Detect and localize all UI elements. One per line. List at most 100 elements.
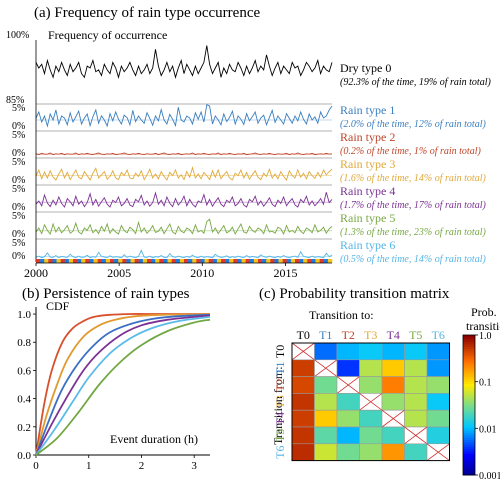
panel-b-y-tick-label: 0.8 <box>17 337 31 349</box>
matrix-cell <box>381 359 405 377</box>
series-line-0 <box>35 45 333 79</box>
col-label-T3: T3 <box>364 328 377 342</box>
matrix-cell <box>426 376 450 394</box>
colorbar-segment <box>463 379 475 383</box>
colorbar-segment <box>463 349 475 352</box>
cdf-curve-3 <box>35 314 211 456</box>
colorbar-segment <box>463 393 475 397</box>
colorbar-segment <box>463 423 475 427</box>
diagonal-cross <box>291 342 315 361</box>
season-bar-segment <box>85 259 90 263</box>
season-bar-segment <box>258 259 263 263</box>
matrix-cell <box>336 359 360 377</box>
colorbar-segment <box>463 468 475 471</box>
panel-a-tick-label: 0% <box>12 148 25 159</box>
season-bar-segment <box>60 259 66 263</box>
season-bar-segment <box>311 259 316 263</box>
colorbar-segment <box>463 416 475 420</box>
colorbar-segment <box>463 405 475 408</box>
matrix-cell <box>336 409 360 428</box>
colorbar-segment <box>463 470 475 474</box>
cdf-curve-0 <box>35 313 210 456</box>
matrix-cell <box>381 443 405 461</box>
season-bar-segment <box>266 259 271 263</box>
series-note-1: (2.0% of the time, 12% of rain total) <box>340 119 486 130</box>
season-bar-segment <box>130 259 135 263</box>
row-label-T1: T1 <box>273 362 287 375</box>
colorbar-segment <box>463 442 475 446</box>
season-bar-segment <box>89 259 94 263</box>
season-bar-segment <box>319 259 325 263</box>
season-bar-segment <box>303 259 308 263</box>
matrix-frame <box>291 342 450 462</box>
season-bar-segment <box>233 259 238 263</box>
panel-b-y-tick-label: 0.2 <box>17 422 31 434</box>
panel-c-col-header: Transition to: <box>309 308 374 322</box>
matrix-cell <box>359 342 383 361</box>
colorbar-label: Prob. <box>471 305 497 319</box>
season-bar-segment <box>307 259 312 263</box>
season-bar-segment <box>295 259 300 263</box>
panel-a-tick-label: 0% <box>12 251 25 262</box>
season-bar-segment <box>167 259 172 263</box>
matrix-cell <box>426 359 450 377</box>
matrix-cell <box>404 409 428 428</box>
matrix-cell <box>426 342 450 361</box>
panel-a-x-tick-label: 2005 <box>107 266 131 280</box>
matrix-cell <box>336 426 360 445</box>
panel-b-y-tick-label: 0.0 <box>17 450 31 462</box>
colorbar-segment <box>463 435 475 439</box>
season-bar-segment <box>262 259 267 263</box>
colorbar-segment <box>463 412 475 415</box>
panel-a-tick-label: 100% <box>6 30 29 41</box>
colorbar-segment <box>463 437 475 441</box>
season-bar-segment <box>200 259 205 263</box>
season-bar-segment <box>204 259 209 263</box>
series-name-5: Rain type 5 <box>340 211 395 225</box>
season-bar-segment <box>56 259 61 263</box>
panel-a-tick-label: 0% <box>12 121 25 132</box>
colorbar-tick-label: 0.001 <box>479 471 500 482</box>
colorbar-tick-label: 0.1 <box>479 378 492 389</box>
season-bar-segment <box>286 259 292 263</box>
season-bar-segment <box>216 259 222 263</box>
series-note-6: (0.5% of the time, 14% of rain total) <box>340 254 486 265</box>
matrix-cell <box>381 342 405 361</box>
matrix-cell <box>426 426 450 445</box>
colorbar-segment <box>463 472 475 476</box>
colorbar-segment <box>463 444 475 448</box>
season-bar-segment <box>40 259 45 263</box>
series-name-1: Rain type 1 <box>340 103 395 117</box>
panel-a-tick-label: 0% <box>12 202 25 213</box>
colorbar-segment <box>463 384 475 387</box>
colorbar-segment <box>463 451 475 455</box>
colorbar-segment <box>463 342 475 345</box>
season-bar-segment <box>171 259 177 263</box>
colorbar-segment <box>463 377 475 380</box>
panel-b-ylabel: CDF <box>46 299 70 313</box>
colorbar-segment <box>463 398 475 401</box>
matrix-cell <box>426 409 450 428</box>
cdf-curve-5 <box>35 318 211 456</box>
row-label-T2: T2 <box>273 378 287 391</box>
season-bar-segment <box>114 259 119 263</box>
colorbar-segment <box>463 386 475 390</box>
series-name-4: Rain type 4 <box>340 184 395 198</box>
season-bar-segment <box>73 259 78 263</box>
matrix-cell <box>291 426 315 445</box>
matrix-cell <box>336 342 360 361</box>
matrix-cell <box>314 409 338 428</box>
season-bar-segment <box>101 259 107 263</box>
matrix-cell <box>314 426 338 445</box>
colorbar-segment <box>463 391 475 394</box>
colorbar-segment <box>463 367 475 371</box>
col-label-T4: T4 <box>387 328 400 342</box>
season-bar-segment <box>36 259 41 263</box>
panel-c: T0 T1 T2 T3 T4 T5 T6 T0 T1 T2 T3 T4 T5 T6 1.0 0.1 0.01 0.… <box>273 328 500 482</box>
panel-b-xlabel: Event duration (h) <box>110 432 198 446</box>
colorbar-segment <box>463 370 475 373</box>
colorbar-segment <box>463 372 475 376</box>
colorbar-segment <box>463 433 475 436</box>
matrix-cell <box>359 426 383 445</box>
colorbar-frame <box>462 334 476 476</box>
